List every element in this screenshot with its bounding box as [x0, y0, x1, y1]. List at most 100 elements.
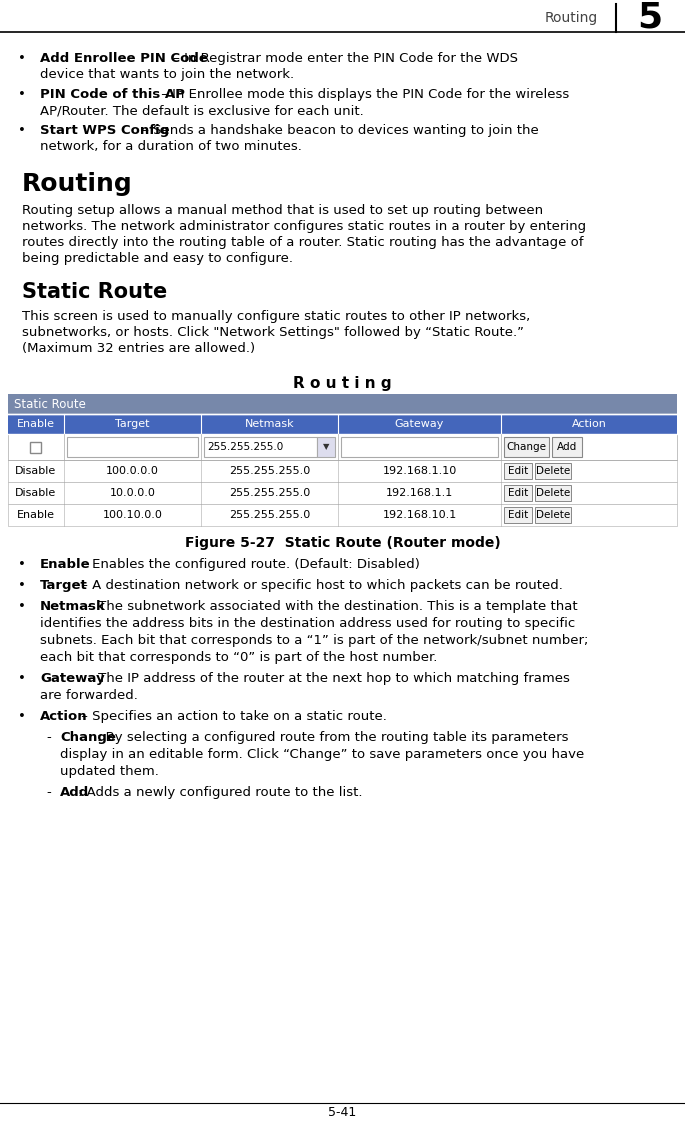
Text: Static Route: Static Route	[22, 282, 167, 302]
Text: Edit: Edit	[508, 466, 528, 476]
Text: Delete: Delete	[536, 510, 570, 520]
Text: •: •	[18, 52, 26, 65]
Text: Enable: Enable	[17, 419, 55, 429]
Text: PIN Code of this AP: PIN Code of this AP	[40, 88, 185, 101]
Text: 100.0.0.0: 100.0.0.0	[106, 466, 159, 476]
Text: 255.255.255.0: 255.255.255.0	[229, 510, 310, 520]
Text: identifies the address bits in the destination address used for routing to speci: identifies the address bits in the desti…	[40, 617, 575, 630]
Text: Action: Action	[571, 419, 606, 429]
Text: Delete: Delete	[536, 466, 570, 476]
Text: •: •	[18, 558, 26, 570]
Text: Add Enrollee PIN Code: Add Enrollee PIN Code	[40, 52, 208, 65]
Bar	[8, 433, 677, 460]
Text: updated them.: updated them.	[60, 765, 159, 778]
Text: Change: Change	[60, 731, 116, 745]
Text: routes directly into the routing table of a router. Static routing has the advan: routes directly into the routing table o…	[22, 236, 584, 249]
Text: 100.10.0.0: 100.10.0.0	[103, 510, 162, 520]
Bar	[67, 437, 198, 457]
Text: Delete: Delete	[536, 489, 570, 497]
Text: 255.255.255.0: 255.255.255.0	[229, 489, 310, 497]
Text: Gateway: Gateway	[395, 419, 444, 429]
Text: Action: Action	[40, 710, 88, 723]
Text: Start WPS Config: Start WPS Config	[40, 124, 169, 137]
Text: 192.168.1.1: 192.168.1.1	[386, 489, 453, 497]
Text: ▼: ▼	[323, 442, 329, 451]
Text: •: •	[18, 672, 26, 685]
Bar	[204, 437, 317, 457]
Text: R o u t i n g: R o u t i n g	[293, 376, 392, 391]
Text: Edit: Edit	[508, 510, 528, 520]
Text: 255.255.255.0: 255.255.255.0	[229, 466, 310, 476]
Bar	[8, 504, 677, 526]
Bar	[338, 414, 501, 433]
Text: Target: Target	[40, 579, 88, 592]
Text: being predictable and easy to configure.: being predictable and easy to configure.	[22, 252, 293, 265]
Text: Disable: Disable	[15, 466, 57, 476]
Bar	[8, 460, 677, 482]
Bar	[501, 414, 677, 433]
Bar	[8, 414, 64, 433]
Text: : Adds a newly configured route to the list.: : Adds a newly configured route to the l…	[79, 786, 363, 798]
Text: AP/Router. The default is exclusive for each unit.: AP/Router. The default is exclusive for …	[40, 104, 364, 117]
Text: network, for a duration of two minutes.: network, for a duration of two minutes.	[40, 140, 302, 153]
Text: are forwarded.: are forwarded.	[40, 690, 138, 702]
Text: – Enables the configured route. (Default: Disabled): – Enables the configured route. (Default…	[77, 558, 420, 570]
Bar	[201, 414, 338, 433]
Bar	[8, 394, 677, 414]
Text: -: -	[46, 731, 51, 745]
Text: 10.0.0.0: 10.0.0.0	[110, 489, 155, 497]
Text: (Maximum 32 entries are allowed.): (Maximum 32 entries are allowed.)	[22, 343, 255, 355]
Text: •: •	[18, 600, 26, 613]
Text: Target: Target	[115, 419, 150, 429]
Bar	[64, 414, 201, 433]
Text: 192.168.1.10: 192.168.1.10	[382, 466, 457, 476]
Bar	[341, 437, 498, 457]
Text: Gateway: Gateway	[40, 672, 105, 685]
Text: Routing setup allows a manual method that is used to set up routing between: Routing setup allows a manual method tha…	[22, 204, 543, 217]
Text: device that wants to join the network.: device that wants to join the network.	[40, 69, 294, 81]
Text: 192.168.10.1: 192.168.10.1	[382, 510, 457, 520]
Bar	[8, 482, 677, 504]
Text: – In Enrollee mode this displays the PIN Code for the wireless: – In Enrollee mode this displays the PIN…	[157, 88, 569, 101]
Text: – Specifies an action to take on a static route.: – Specifies an action to take on a stati…	[77, 710, 387, 723]
Text: subnets. Each bit that corresponds to a “1” is part of the network/subnet number: subnets. Each bit that corresponds to a …	[40, 634, 588, 647]
Bar	[504, 485, 532, 501]
Text: 255.255.255.0: 255.255.255.0	[207, 442, 284, 451]
Text: -: -	[46, 786, 51, 798]
Bar	[504, 437, 549, 457]
Bar	[31, 441, 42, 453]
Bar	[535, 485, 571, 501]
Text: •: •	[18, 710, 26, 723]
Text: networks. The network administrator configures static routes in a router by ente: networks. The network administrator conf…	[22, 220, 586, 232]
Bar	[535, 463, 571, 480]
Bar	[317, 437, 335, 457]
Text: Static Route: Static Route	[14, 398, 86, 411]
Bar	[504, 463, 532, 480]
Text: Enable: Enable	[17, 510, 55, 520]
Text: Add: Add	[557, 442, 577, 451]
Text: Routing: Routing	[545, 11, 598, 25]
Text: : By selecting a configured route from the routing table its parameters: : By selecting a configured route from t…	[97, 731, 569, 745]
Bar	[504, 506, 532, 523]
Text: Add: Add	[60, 786, 89, 798]
Text: display in an editable form. Click “Change” to save parameters once you have: display in an editable form. Click “Chan…	[60, 748, 584, 761]
Text: •: •	[18, 124, 26, 137]
Text: Netmask: Netmask	[40, 600, 106, 613]
Text: Routing: Routing	[22, 172, 133, 197]
Text: This screen is used to manually configure static routes to other IP networks,: This screen is used to manually configur…	[22, 310, 530, 323]
Text: 5: 5	[638, 1, 662, 35]
Text: Edit: Edit	[508, 489, 528, 497]
Text: – The IP address of the router at the next hop to which matching frames: – The IP address of the router at the ne…	[83, 672, 570, 685]
Text: Disable: Disable	[15, 489, 57, 497]
Text: Enable: Enable	[40, 558, 90, 570]
Text: •: •	[18, 88, 26, 101]
Text: – The subnetwork associated with the destination. This is a template that: – The subnetwork associated with the des…	[83, 600, 577, 613]
Text: Change: Change	[506, 442, 547, 451]
Bar	[552, 437, 582, 457]
Text: – A destination network or specific host to which packets can be routed.: – A destination network or specific host…	[77, 579, 563, 592]
Text: – In Registrar mode enter the PIN Code for the WDS: – In Registrar mode enter the PIN Code f…	[169, 52, 518, 65]
Bar	[535, 506, 571, 523]
Text: Netmask: Netmask	[245, 419, 295, 429]
Text: – Sends a handshake beacon to devices wanting to join the: – Sends a handshake beacon to devices wa…	[138, 124, 539, 137]
Text: 5-41: 5-41	[328, 1106, 357, 1120]
